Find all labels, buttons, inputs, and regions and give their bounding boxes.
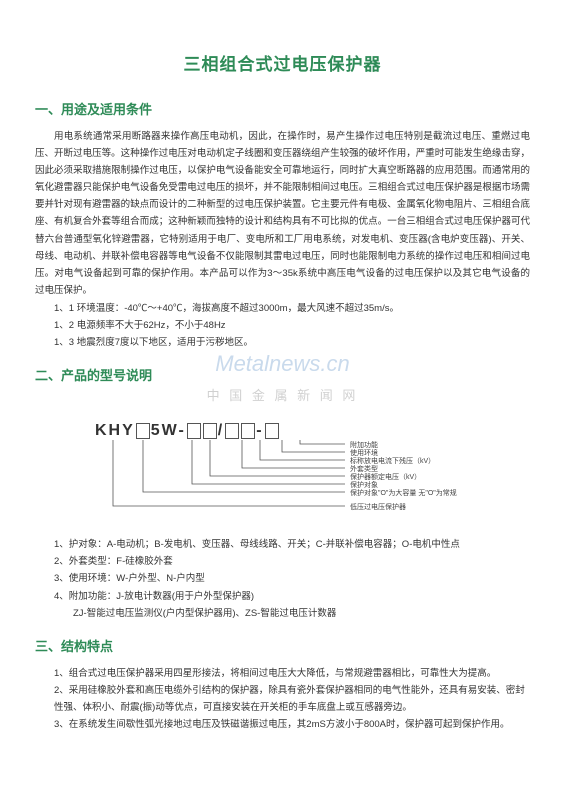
section2-heading: 二、产品的型号说明 <box>35 365 530 384</box>
model-diagram: KHY5W-/- 附加功能 使用环境 标称放电电流下残压（kV） 外套类型 保护… <box>35 394 530 524</box>
section3-heading: 三、结构特点 <box>35 636 530 655</box>
section2-li4: 4、附加功能：J-放电计数器(用于户外型保护器) <box>35 588 530 605</box>
section3-li2: 2、采用硅橡胶外套和高压电缆外引结构的保护器，除具有瓷外套保护器相同的电气性能外… <box>35 682 530 716</box>
section1-li3: 1、3 地震烈度7度以下地区，适用于污秽地区。 <box>35 334 530 351</box>
section2-li5: ZJ-智能过电压监测仪(户内型保护器用)、ZS-智能过电压计数器 <box>35 605 530 622</box>
diag-label-8: 低压过电压保护器 <box>350 502 406 512</box>
section1-li1: 1、1 环境温度：-40℃～+40℃，海拔高度不超过3000m，最大风速不超过3… <box>35 300 530 317</box>
diag-label-7: 保护对象"O"为大容量 无"O"为常规 <box>350 488 457 498</box>
section1-body: 用电系统通常采用断路器来操作高压电动机，因此，在操作时，易产生操作过电压特别是截… <box>35 128 530 299</box>
section2-li3: 3、使用环境：W-户外型、N-户内型 <box>35 570 530 587</box>
section2-li2: 2、外套类型：F-硅橡胶外套 <box>35 553 530 570</box>
section3-li1: 1、组合式过电压保护器采用四星形接法，将相间过电压大大降低，与常规避雷器相比，可… <box>35 665 530 682</box>
section3-li3: 3、在系统发生间歇性弧光接地过电压及铁磁谐振过电压，其2mS方波小于800A时，… <box>35 716 530 733</box>
section1-li2: 1、2 电源频率不大于62Hz，不小于48Hz <box>35 317 530 334</box>
page-title: 三相组合式过电压保护器 <box>35 50 530 75</box>
section1-heading: 一、用途及适用条件 <box>35 99 530 118</box>
section2-li1: 1、护对象：A-电动机；B-发电机、变压器、母线线路、开关；C-并联补偿电容器；… <box>35 536 530 553</box>
bracket-svg <box>35 394 530 524</box>
